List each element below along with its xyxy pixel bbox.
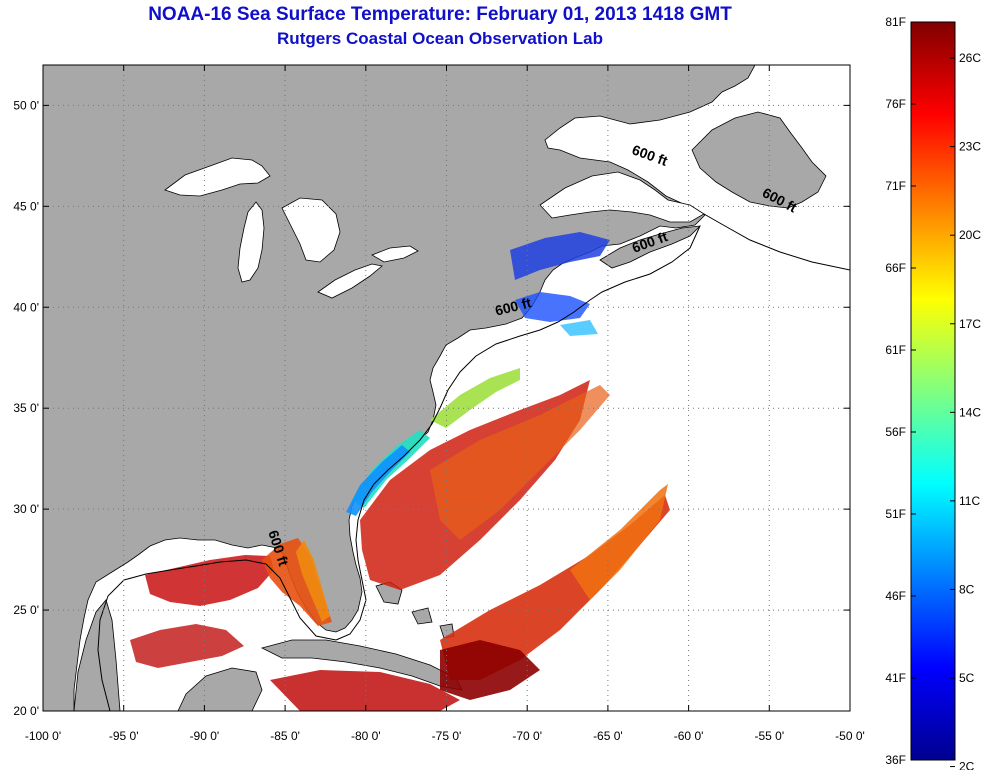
colorbar-f-label: 41F — [885, 671, 906, 685]
lake-huron — [281, 197, 341, 263]
lake-superior — [164, 157, 271, 197]
y-tick-label: 25 0' — [13, 603, 39, 617]
colorbar: 81F 76F 71F 66F 61F 56F 51F 46F 41F 36F 26C 23C 20C… — [885, 15, 981, 770]
x-tick-label: -55 0' — [754, 729, 784, 743]
isobath-600ft-gulf — [97, 559, 337, 711]
land-north-america — [43, 65, 756, 711]
colorbar-c-label: 14C — [959, 405, 981, 419]
x-tick-label: -75 0' — [432, 729, 462, 743]
colorbar-c-label: 20C — [959, 228, 981, 242]
land-yucatan — [177, 667, 263, 711]
title-line-2: Rutgers Coastal Ocean Observation Lab — [277, 29, 603, 48]
longitude-axis: -100 0' -95 0' -90 0' -85 0' -80 0' -75 0' -70… — [25, 65, 865, 743]
title-line-1: NOAA-16 Sea Surface Temperature: Februar… — [148, 4, 732, 25]
colorbar-c-label: 17C — [959, 317, 981, 331]
colorbar-celsius-labels: 26C 23C 20C 17C 14C 11C 8C 5C 2C — [950, 51, 981, 770]
land-newfoundland — [691, 111, 827, 209]
colorbar-f-label: 51F — [885, 507, 906, 521]
colorbar-f-label: 71F — [885, 179, 906, 193]
x-tick-label: -95 0' — [109, 729, 139, 743]
colorbar-c-label: 5C — [959, 671, 975, 685]
colorbar-f-label: 76F — [885, 97, 906, 111]
isobath-600ft-shelf — [335, 225, 701, 641]
y-tick-label: 50 0' — [13, 98, 39, 112]
x-tick-label: -80 0' — [351, 729, 381, 743]
y-tick-label: 40 0' — [13, 300, 39, 314]
colorbar-fahrenheit-labels: 81F 76F 71F 66F 61F 56F 51F 46F 41F 36F — [885, 15, 916, 767]
lake-ontario — [371, 245, 419, 263]
colorbar-ramp — [910, 21, 956, 761]
x-tick-label: -85 0' — [270, 729, 300, 743]
colorbar-c-label: 11C — [959, 494, 980, 508]
x-tick-label: -60 0' — [674, 729, 704, 743]
y-tick-label: 30 0' — [13, 502, 39, 516]
colorbar-f-label: 36F — [885, 753, 906, 767]
colorbar-f-label: 81F — [885, 15, 906, 29]
colorbar-c-label: 23C — [959, 140, 981, 154]
colorbar-c-label: 26C — [959, 51, 981, 65]
sst-data-layer — [130, 232, 670, 711]
colorbar-c-label: 2C — [959, 760, 975, 770]
isobath-600ft-atlantic — [703, 213, 850, 271]
y-tick-label: 35 0' — [13, 401, 39, 415]
lake-michigan — [237, 201, 265, 283]
colorbar-f-label: 46F — [885, 589, 906, 603]
land-nova-scotia — [599, 225, 702, 269]
colorbar-f-label: 61F — [885, 343, 906, 357]
y-tick-label: 45 0' — [13, 199, 39, 213]
x-tick-label: -100 0' — [25, 729, 61, 743]
x-tick-label: -50 0' — [835, 729, 865, 743]
colorbar-f-label: 56F — [885, 425, 906, 439]
colorbar-f-label: 66F — [885, 261, 906, 275]
colorbar-c-label: 8C — [959, 582, 975, 596]
map-title: NOAA-16 Sea Surface Temperature: Februar… — [0, 2, 880, 51]
map-plot-area[interactable] — [43, 65, 850, 711]
x-tick-label: -90 0' — [190, 729, 220, 743]
st-lawrence-gulf — [539, 171, 705, 223]
latitude-axis: 20 0' 25 0' 30 0' 35 0' 40 0' 45 0' 50 0' — [13, 98, 850, 718]
x-tick-label: -70 0' — [512, 729, 542, 743]
land-mexico-gulf-coast — [73, 599, 121, 711]
x-tick-label: -65 0' — [593, 729, 623, 743]
y-tick-label: 20 0' — [13, 704, 39, 718]
lake-erie — [317, 263, 383, 299]
